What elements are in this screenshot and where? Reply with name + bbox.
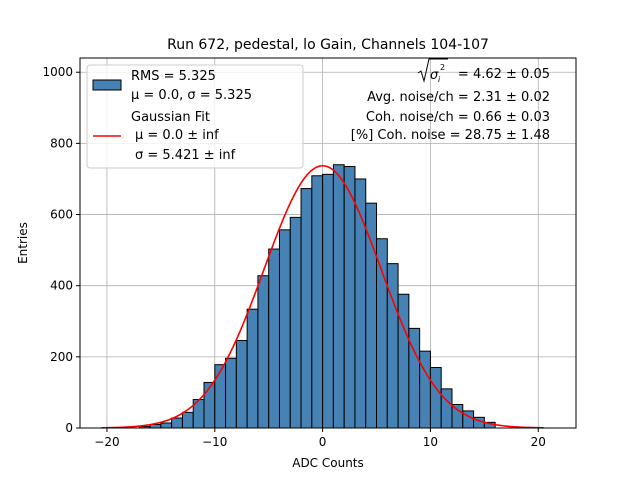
legend-fit-title: Gaussian Fit bbox=[131, 110, 210, 125]
coh-noise: Coh. noise/ch = 0.66 ± 0.03 bbox=[366, 110, 550, 125]
histogram-bar bbox=[429, 367, 442, 429]
x-axis-label: ADC Counts bbox=[292, 456, 364, 470]
legend-histogram-rms: RMS = 5.325 bbox=[131, 69, 216, 84]
histogram-bar bbox=[440, 388, 453, 429]
histogram-bar bbox=[289, 216, 302, 429]
histogram-bar bbox=[257, 275, 270, 429]
sigma-subscript: i bbox=[438, 75, 441, 84]
avg-noise: Avg. noise/ch = 2.31 ± 0.02 bbox=[367, 90, 550, 105]
x-tick-label: −10 bbox=[202, 435, 227, 449]
plot-frame bbox=[79, 57, 577, 429]
histogram-bar bbox=[322, 173, 334, 429]
x-tick-label: 20 bbox=[531, 435, 546, 449]
sigma-superscript: 2 bbox=[440, 63, 445, 72]
sigma-symbol: σ bbox=[430, 68, 439, 83]
histogram-bar bbox=[160, 422, 173, 429]
y-tick-label: 600 bbox=[50, 208, 73, 222]
gaussian-fit-curve bbox=[101, 164, 544, 429]
y-tick-label: 200 bbox=[50, 350, 73, 364]
chart-title: Run 672, pedestal, lo Gain, Channels 104… bbox=[167, 37, 489, 53]
legend-box bbox=[86, 64, 304, 169]
legend-fit-mu: μ = 0.0 ± inf bbox=[135, 128, 219, 143]
legend: RMS = 5.325 μ = 0.0, σ = 5.325 Gaussian … bbox=[86, 64, 304, 169]
histogram-bar bbox=[203, 381, 216, 429]
x-axis-ticks: −20 −10 0 10 20 bbox=[94, 428, 546, 449]
y-axis-label: Entries bbox=[16, 222, 30, 264]
histogram-bar bbox=[397, 293, 410, 429]
histogram-bar bbox=[332, 164, 345, 429]
y-tick-label: 400 bbox=[50, 279, 73, 293]
sigma-value: = 4.62 ± 0.05 bbox=[458, 67, 550, 82]
histogram-bar bbox=[171, 417, 183, 429]
y-tick-label: 800 bbox=[50, 136, 73, 150]
legend-histogram-swatch bbox=[92, 79, 122, 91]
histogram-bar bbox=[300, 188, 313, 429]
histogram-bar bbox=[268, 248, 280, 429]
histogram-bar bbox=[246, 308, 259, 429]
coh-noise-percent: [%] Coh. noise = 28.75 ± 1.48 bbox=[351, 128, 550, 143]
x-tick-label: 0 bbox=[319, 435, 327, 449]
histogram-bar bbox=[235, 339, 248, 429]
x-tick-label: 10 bbox=[423, 435, 438, 449]
y-axis-ticks: 0 200 400 600 800 1000 bbox=[42, 65, 80, 435]
sqrt-sigma-symbol: σ i 2 bbox=[417, 58, 448, 84]
histogram-bar bbox=[451, 404, 464, 429]
sqrt-sign bbox=[417, 58, 448, 83]
histogram-bar bbox=[311, 175, 324, 429]
histogram-bar bbox=[214, 364, 227, 429]
histogram-bar bbox=[419, 350, 431, 429]
histogram-bar bbox=[376, 238, 388, 429]
legend-fit-sigma: σ = 5.421 ± inf bbox=[135, 148, 236, 163]
legend-histogram-stats: μ = 0.0, σ = 5.325 bbox=[131, 88, 252, 103]
histogram-bar bbox=[365, 202, 378, 429]
histogram-bar bbox=[181, 411, 194, 429]
histogram-bar bbox=[343, 166, 356, 429]
x-tick-label: −20 bbox=[94, 435, 119, 449]
histogram-bar bbox=[225, 357, 237, 429]
histogram-bar bbox=[278, 229, 291, 429]
y-tick-label: 0 bbox=[65, 421, 73, 435]
y-tick-label: 1000 bbox=[42, 65, 73, 79]
noise-annotations: σ i 2 = 4.62 ± 0.05 Avg. noise/ch = 2.31… bbox=[351, 58, 550, 143]
